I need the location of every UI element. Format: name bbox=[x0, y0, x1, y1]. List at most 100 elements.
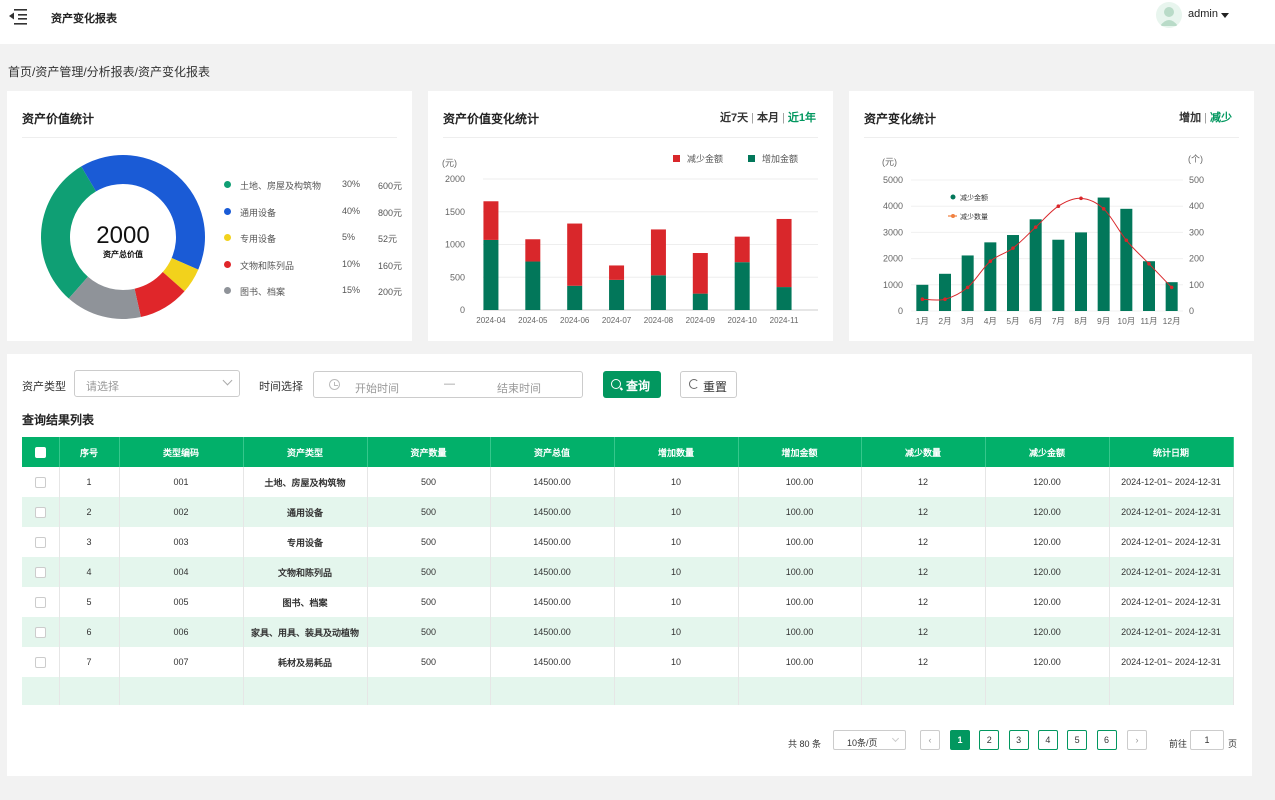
bar-减少金额[interactable] bbox=[734, 236, 750, 263]
bar-增加金额[interactable] bbox=[483, 239, 499, 310]
bar-减少金额[interactable] bbox=[1052, 239, 1065, 311]
bar-减少金额[interactable] bbox=[1075, 232, 1087, 311]
line-point[interactable] bbox=[1056, 204, 1061, 208]
prev-page-button[interactable]: ‹ bbox=[920, 730, 940, 750]
page-size-select[interactable]: 10条/页 bbox=[833, 730, 906, 750]
row-checkbox[interactable] bbox=[34, 626, 46, 638]
bar-增加金额[interactable] bbox=[692, 293, 708, 310]
bar-减少金额[interactable] bbox=[1007, 235, 1019, 311]
bar-减少金额[interactable] bbox=[984, 242, 997, 311]
bar-增加金额[interactable] bbox=[525, 261, 541, 310]
line-point[interactable] bbox=[988, 259, 993, 264]
legend-dot-icon bbox=[224, 207, 231, 215]
bar-减少金额[interactable] bbox=[692, 253, 708, 294]
tab-1[interactable]: 本月 bbox=[757, 112, 780, 124]
end-date-input[interactable]: 结束时间 bbox=[497, 383, 541, 395]
table-row[interactable]: 2 002 通用设备 500 14500.00 10 100.00 12 120.00 2024-… bbox=[22, 497, 1234, 527]
row-checkbox[interactable] bbox=[34, 476, 46, 488]
page-button-3[interactable]: 3 bbox=[1008, 730, 1029, 750]
bar-增加金额[interactable] bbox=[650, 275, 666, 310]
line-point[interactable] bbox=[1101, 207, 1106, 211]
line-point[interactable] bbox=[920, 297, 925, 302]
line-point[interactable] bbox=[1124, 238, 1129, 243]
line-point[interactable] bbox=[1147, 262, 1151, 266]
date-range-picker[interactable]: 开始时间 — 结束时间 bbox=[313, 371, 583, 398]
table-cell: 12 bbox=[861, 617, 986, 647]
tab-0[interactable]: 近7天 bbox=[720, 112, 749, 124]
bar-减少金额[interactable] bbox=[776, 218, 792, 288]
page-size-value: 10条/页 bbox=[847, 738, 878, 748]
legend-item[interactable]: 图书、档案 15% 200元 bbox=[224, 285, 404, 297]
row-checkbox[interactable] bbox=[34, 596, 46, 608]
table-cell bbox=[614, 677, 739, 705]
legend-item[interactable]: 专用设备 5% 52元 bbox=[224, 232, 404, 244]
table-cell: 006 bbox=[119, 617, 244, 647]
select-all-checkbox[interactable] bbox=[34, 446, 46, 458]
y-axis-left-unit: (元) bbox=[882, 157, 897, 167]
menu-toggle-icon[interactable] bbox=[8, 6, 28, 26]
table-row[interactable]: 4 004 文物和陈列品 500 14500.00 10 100.00 12 120.00 202… bbox=[22, 557, 1234, 587]
query-button[interactable]: 查询 bbox=[603, 371, 661, 398]
bar-减少金额[interactable] bbox=[1120, 208, 1133, 311]
legend-item[interactable]: 文物和陈列品 10% 160元 bbox=[224, 259, 404, 271]
bar-减少金额[interactable] bbox=[1165, 282, 1178, 311]
bar-增加金额[interactable] bbox=[609, 279, 625, 310]
line-point[interactable] bbox=[1011, 246, 1015, 250]
reset-button[interactable]: 重置 bbox=[680, 371, 737, 398]
table-row[interactable]: 3 003 专用设备 500 14500.00 10 100.00 12 120.00 2024-… bbox=[22, 527, 1234, 557]
row-checkbox[interactable] bbox=[34, 536, 46, 548]
value-change-card-title: 资产价值变化统计 bbox=[443, 112, 540, 126]
goto-page-input[interactable]: 1 bbox=[1190, 730, 1224, 750]
page-button-5[interactable]: 5 bbox=[1067, 730, 1088, 750]
bar-减少金额[interactable] bbox=[961, 255, 974, 311]
page-button-4[interactable]: 4 bbox=[1037, 730, 1058, 750]
table-row[interactable]: 6 006 家具、用具、装具及动植物 500 14500.00 10 100.00 12 120… bbox=[22, 617, 1234, 647]
legend-item[interactable]: 通用设备 40% 800元 bbox=[224, 206, 404, 218]
line-point[interactable] bbox=[943, 297, 947, 302]
donut-slice[interactable] bbox=[40, 166, 97, 299]
line-point[interactable] bbox=[1169, 285, 1174, 290]
bar-减少金额[interactable] bbox=[567, 223, 583, 286]
line-point[interactable] bbox=[965, 285, 970, 290]
bar-减少金额[interactable] bbox=[939, 273, 951, 311]
line-point[interactable] bbox=[1033, 225, 1038, 229]
bar-增加金额[interactable] bbox=[776, 287, 792, 310]
bar-减少金额[interactable] bbox=[1143, 261, 1155, 311]
page-button-6[interactable]: 6 bbox=[1096, 730, 1117, 750]
bar-减少金额[interactable] bbox=[1097, 197, 1110, 311]
legend-item[interactable]: 土地、房屋及构筑物 30% 600元 bbox=[224, 179, 404, 191]
donut-slice[interactable] bbox=[162, 258, 199, 292]
start-date-input[interactable]: 开始时间 bbox=[355, 383, 399, 395]
bar-增加金额[interactable] bbox=[567, 285, 583, 310]
page-button-2[interactable]: 2 bbox=[979, 730, 1000, 750]
bar-减少金额[interactable] bbox=[525, 239, 541, 262]
asset-type-select[interactable]: 请选择 bbox=[74, 370, 240, 397]
legend-amount: 200元 bbox=[378, 287, 403, 297]
bar-减少金额[interactable] bbox=[650, 229, 666, 276]
table-row[interactable]: 7 007 耗材及易耗品 500 14500.00 10 100.00 12 120.00 202… bbox=[22, 647, 1234, 677]
tab-2[interactable]: 近1年 bbox=[787, 112, 816, 124]
user-name[interactable]: admin bbox=[1188, 8, 1218, 20]
avatar[interactable] bbox=[1156, 2, 1182, 28]
next-page-button[interactable]: › bbox=[1127, 730, 1147, 750]
bar-减少金额[interactable] bbox=[483, 201, 499, 240]
page-button-1[interactable]: 1 bbox=[950, 730, 970, 750]
table-row[interactable]: 5 005 图书、档案 500 14500.00 10 100.00 12 120.00 2024… bbox=[22, 587, 1234, 617]
table-cell: 120.00 bbox=[985, 527, 1110, 557]
bar-减少金额[interactable] bbox=[609, 265, 625, 280]
donut-slice[interactable] bbox=[68, 276, 141, 319]
tab-1[interactable]: 减少 bbox=[1210, 112, 1232, 124]
row-checkbox[interactable] bbox=[34, 506, 46, 518]
table-row[interactable]: 1 001 土地、房屋及构筑物 500 14500.00 10 100.00 12 120.00… bbox=[22, 467, 1234, 497]
tab-0[interactable]: 增加 bbox=[1179, 112, 1202, 124]
row-checkbox[interactable] bbox=[34, 656, 46, 668]
bar-减少金额[interactable] bbox=[1029, 219, 1042, 311]
bar-增加金额[interactable] bbox=[734, 262, 750, 310]
donut-slice[interactable] bbox=[81, 155, 206, 270]
caret-down-icon[interactable] bbox=[1221, 13, 1229, 18]
table-cell: 120.00 bbox=[985, 497, 1110, 527]
legend-percent: 40% bbox=[342, 205, 361, 216]
line-point[interactable] bbox=[1079, 196, 1083, 201]
row-checkbox[interactable] bbox=[34, 566, 46, 578]
donut-slice[interactable] bbox=[134, 272, 185, 318]
